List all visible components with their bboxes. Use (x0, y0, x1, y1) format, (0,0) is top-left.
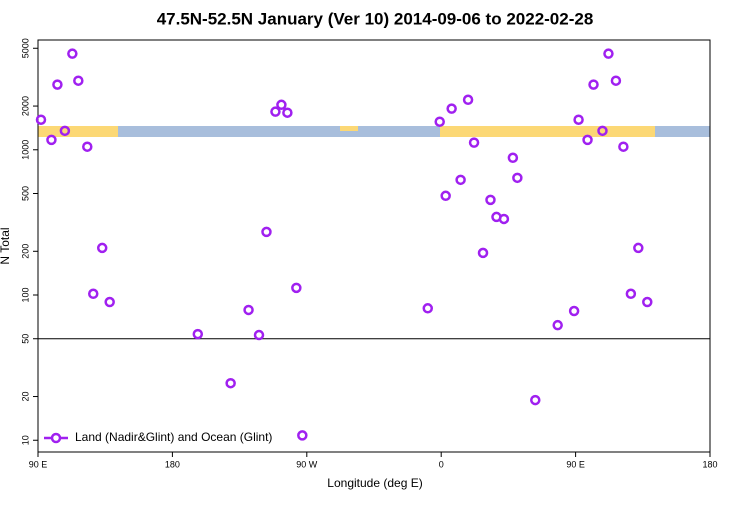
y-tick-label: 20 (20, 392, 30, 402)
point (270, 106, 281, 117)
point (477, 247, 489, 259)
x-tick-label: 0 (439, 459, 444, 469)
band-ocean (38, 126, 710, 137)
point (552, 319, 563, 331)
y-tick-label: 50 (20, 334, 30, 344)
surface-band (38, 126, 710, 137)
legend-label: Land (Nadir&Glint) and Ocean (Glint) (75, 430, 272, 444)
point (603, 48, 614, 59)
point (52, 79, 63, 90)
point (568, 305, 580, 317)
y-tick-label: 200 (20, 244, 30, 259)
x-axis-label: Longitude (deg E) (327, 476, 422, 490)
x-tick-label: 180 (165, 459, 180, 469)
point (276, 99, 287, 111)
point (633, 242, 644, 254)
point (434, 116, 445, 127)
y-axis-label: N Total (0, 227, 12, 264)
y-tick-label: 5000 (20, 38, 30, 58)
x-tick-label: 90 E (566, 459, 585, 469)
point (253, 329, 265, 341)
point (243, 304, 254, 316)
x-tick-label: 180 (702, 459, 717, 469)
point (422, 303, 434, 314)
x-tick-label: 90 W (296, 459, 318, 469)
point (291, 282, 302, 294)
point (642, 296, 653, 308)
point (485, 194, 496, 206)
point (446, 103, 457, 114)
plot-frame (37, 39, 711, 453)
band-land (340, 126, 358, 131)
point (88, 288, 99, 300)
point (512, 172, 523, 184)
point (507, 152, 519, 164)
y-tick-label: 1000 (20, 140, 30, 160)
point (582, 134, 593, 146)
band-land (440, 126, 655, 137)
point (225, 377, 236, 389)
y-tick-label: 100 (20, 287, 30, 302)
point (67, 48, 78, 59)
point (468, 137, 480, 148)
point (282, 107, 293, 118)
point (462, 94, 474, 106)
point (455, 174, 466, 186)
point (625, 288, 637, 300)
point (530, 394, 541, 406)
point (573, 114, 584, 125)
point (192, 328, 204, 340)
point (46, 134, 57, 146)
point (440, 190, 451, 202)
point (618, 141, 629, 152)
point (597, 125, 608, 137)
point (588, 79, 599, 90)
band-land (38, 126, 118, 137)
y-tick-label: 10 (20, 435, 30, 445)
point (59, 125, 71, 137)
y-tick-label: 2000 (20, 96, 30, 116)
point (297, 430, 308, 441)
x-tick-label: 90 E (29, 459, 48, 469)
point (96, 242, 108, 254)
point (73, 75, 84, 86)
point (35, 114, 47, 125)
point (261, 226, 272, 238)
point (498, 213, 510, 225)
legend-marker (50, 432, 62, 444)
point (104, 296, 115, 308)
chart-title: 47.5N-52.5N January (Ver 10) 2014-09-06 … (157, 9, 594, 28)
point (610, 75, 622, 86)
point (82, 141, 93, 152)
y-tick-label: 500 (20, 186, 30, 201)
